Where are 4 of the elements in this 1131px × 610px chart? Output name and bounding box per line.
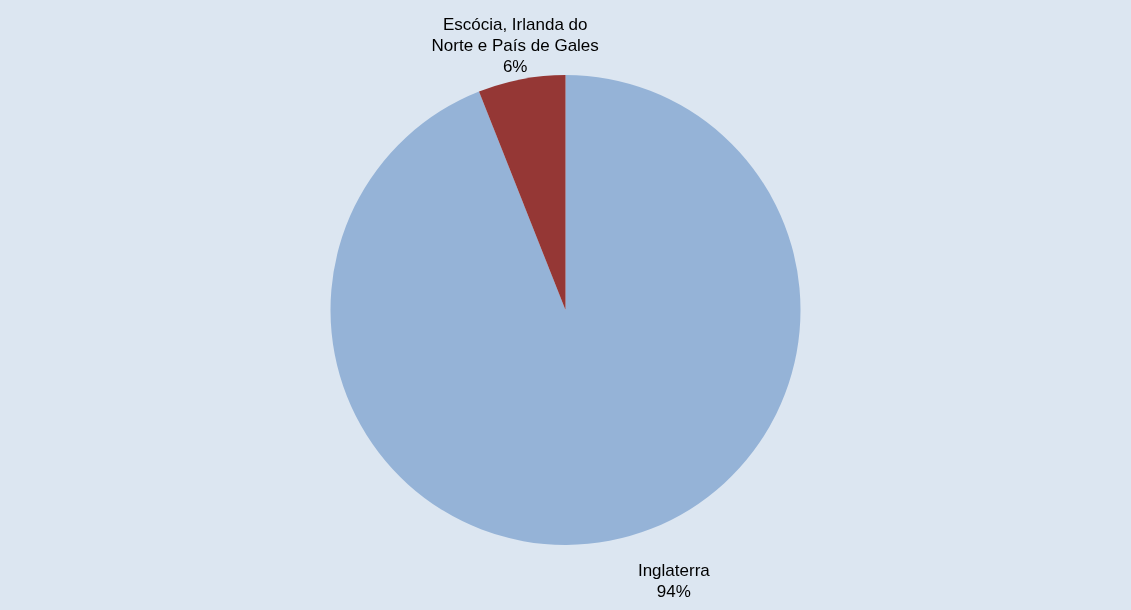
slice-label: Escócia, Irlanda do Norte e País de Gales [431, 14, 599, 55]
data-label: 6% [502, 56, 528, 76]
slice-label: Inglaterra [637, 561, 711, 581]
data-label: 94% [656, 582, 691, 602]
